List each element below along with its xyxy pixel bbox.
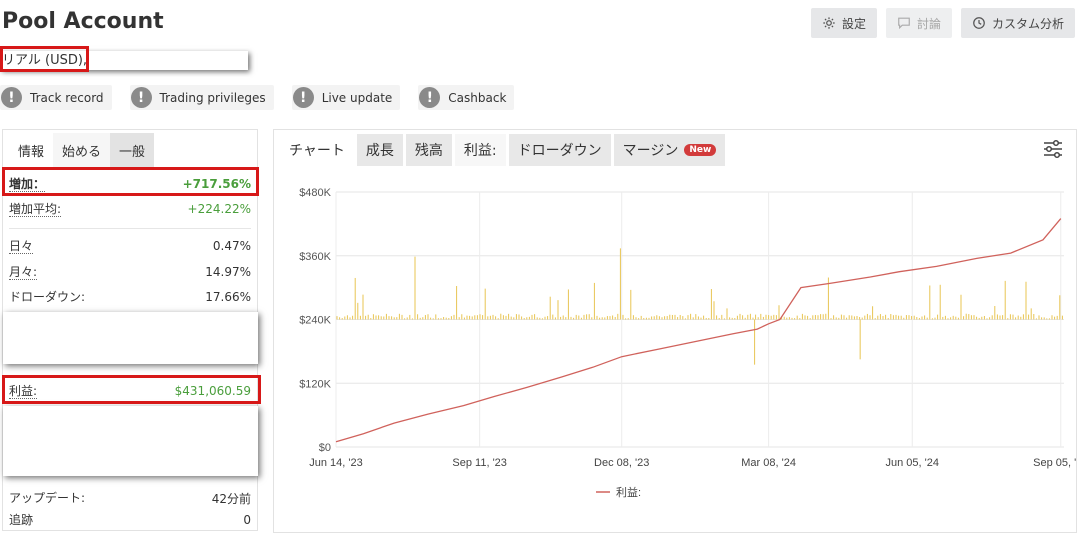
- stats-panel: 情報 始める 一般 増加： +717.56% 増加平均: +224.22% 日々…: [2, 129, 258, 531]
- chart-panel: チャート 成長 残高 利益: ドローダウン マージン New $0 $120K $2…: [273, 129, 1077, 533]
- discuss-label: 討論: [916, 16, 941, 31]
- custom-analysis-label: カスタム分析: [991, 16, 1064, 31]
- x-tick-label: Jun 14, '23: [309, 457, 362, 469]
- stat-daily-label: 日々: [9, 238, 34, 254]
- badge-label: Live update: [321, 90, 393, 105]
- discuss-button[interactable]: 討論: [885, 8, 952, 38]
- stat-profit: 利益: $431,060.59: [9, 381, 251, 401]
- x-tick-label: Sep 05, '24: [1033, 457, 1076, 469]
- profit-line: [335, 218, 1062, 443]
- tab-balance[interactable]: 残高: [405, 134, 452, 166]
- stat-updated-label: アップデート:: [9, 491, 86, 505]
- stat-daily: 日々 0.47%: [9, 236, 251, 256]
- x-tick-label: Sep 11, '23: [452, 457, 507, 469]
- tab-margin-label: マージン: [622, 143, 679, 159]
- tab-general[interactable]: 一般: [110, 133, 155, 168]
- exclamation-icon: !: [1, 87, 22, 108]
- redaction-box-bottom: [3, 406, 258, 476]
- clock-icon: [973, 17, 985, 29]
- exclamation-icon: !: [419, 87, 441, 108]
- stat-drawdown-label: ドローダウン:: [9, 290, 86, 304]
- comment-icon: [898, 17, 910, 30]
- stat-gain: 増加： +717.56%: [9, 174, 251, 194]
- tab-chart[interactable]: チャート: [280, 134, 354, 166]
- stats-tabs: 情報 始める 一般: [9, 133, 257, 168]
- stat-gain-value: +717.56%: [182, 177, 251, 191]
- badge-row: ! Track record ! Trading privileges ! Live …: [0, 85, 515, 110]
- badge-label: Track record: [30, 90, 104, 105]
- stat-drawdown-value: 17.66%: [205, 290, 251, 304]
- exclamation-icon: !: [292, 87, 314, 108]
- badge-track-record[interactable]: ! Track record: [0, 85, 112, 110]
- tab-margin[interactable]: マージン New: [613, 134, 726, 166]
- stat-monthly-label: 月々:: [9, 264, 38, 280]
- y-tick-label: $120K: [299, 378, 331, 390]
- top-toolbar: 設定 討論 カスタム分析: [810, 8, 1075, 38]
- tab-start[interactable]: 始める: [53, 133, 111, 168]
- badge-cashback[interactable]: ! Cashback: [418, 85, 515, 110]
- stat-monthly: 月々: 14.97%: [9, 262, 251, 282]
- page-title: Pool Account: [2, 9, 164, 34]
- stat-abs-gain-value: +224.22%: [187, 202, 251, 216]
- stat-profit-value: $431,060.59: [174, 384, 251, 398]
- y-tick-label: $480K: [299, 187, 331, 199]
- stat-abs-gain-label: 増加平均:: [9, 201, 62, 217]
- badge-label: Trading privileges: [159, 90, 266, 105]
- stat-profit-label: 利益:: [9, 383, 38, 399]
- settings-label: 設定: [841, 16, 866, 31]
- settings-button[interactable]: 設定: [810, 8, 877, 38]
- divider: [9, 228, 251, 229]
- chart-tabs: チャート 成長 残高 利益: ドローダウン マージン New: [280, 134, 726, 166]
- account-type: リアル (USD),: [0, 51, 248, 70]
- stat-gain-label: 増加：: [9, 176, 46, 192]
- profit-chart: $0 $120K $240K $360K $480K Jun 14, '23 Sep 11,…: [299, 187, 1076, 499]
- tab-info[interactable]: 情報: [18, 145, 45, 160]
- stat-tracking-value: 0: [243, 513, 251, 527]
- tab-drawdown[interactable]: ドローダウン: [508, 134, 611, 166]
- stat-abs-gain: 増加平均: +224.22%: [9, 199, 251, 219]
- y-tick-label: $360K: [299, 251, 331, 263]
- x-tick-label: Jun 05, '24: [886, 457, 939, 469]
- redaction-box-top: [3, 312, 258, 364]
- badge-live-update[interactable]: ! Live update: [291, 85, 401, 110]
- custom-analysis-button[interactable]: カスタム分析: [960, 8, 1075, 38]
- badge-label: Cashback: [448, 90, 507, 105]
- stat-tracking: 追跡 0: [9, 510, 251, 530]
- badge-trading-privileges[interactable]: ! Trading privileges: [129, 85, 274, 110]
- x-tick-label: Mar 08, '24: [741, 457, 796, 469]
- filter-settings-icon[interactable]: [1042, 138, 1064, 160]
- y-tick-label: $0: [319, 442, 331, 454]
- x-tick-label: Dec 08, '23: [594, 457, 649, 469]
- legend-label: 利益:: [616, 485, 641, 499]
- stat-drawdown: ドローダウン: 17.66%: [9, 287, 251, 307]
- stat-tracking-label: 追跡: [9, 513, 34, 527]
- new-badge: New: [684, 144, 717, 156]
- y-tick-label: $240K: [299, 315, 331, 327]
- gear-icon: [823, 17, 835, 29]
- stat-daily-value: 0.47%: [212, 239, 251, 253]
- stat-monthly-value: 14.97%: [205, 265, 251, 279]
- exclamation-icon: !: [130, 87, 152, 108]
- tab-profit[interactable]: 利益:: [454, 134, 506, 166]
- stat-updated: アップデート: 42分前: [9, 488, 251, 508]
- stat-updated-value: 42分前: [211, 491, 251, 506]
- tab-growth[interactable]: 成長: [356, 134, 403, 166]
